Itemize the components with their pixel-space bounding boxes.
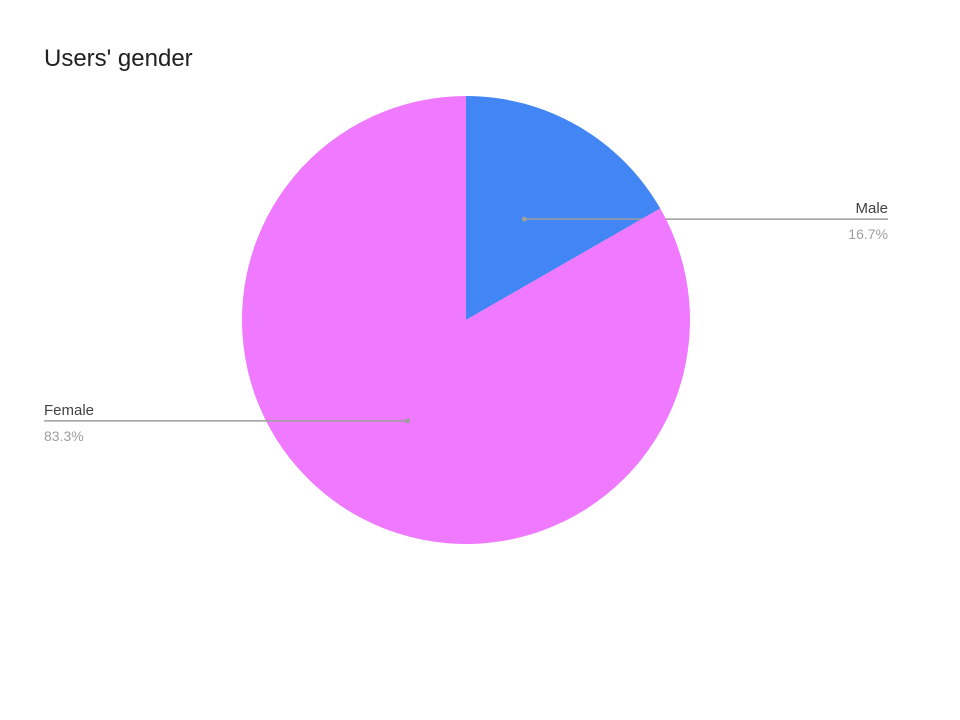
slice-percent-female: 83.3% [44,428,84,444]
slice-percent-male: 16.7% [848,226,888,242]
chart-title: Users' gender [44,45,193,72]
pie-slice-male [466,96,661,320]
slice-label-male: Male [855,200,888,217]
slice-label-female: Female [44,402,94,419]
pie-slice-female [242,96,690,545]
